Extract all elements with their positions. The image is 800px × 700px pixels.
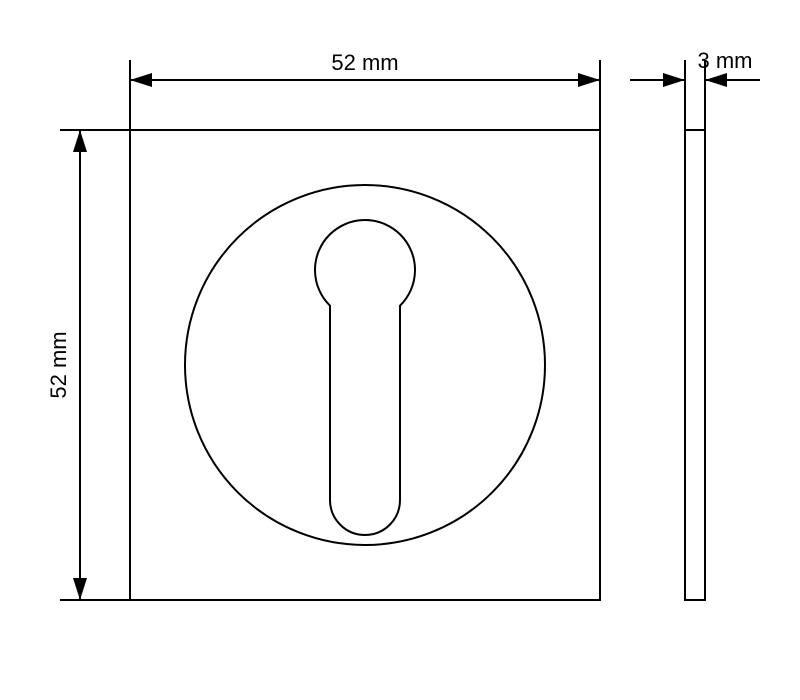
arrowhead <box>705 73 727 87</box>
front-plate-square <box>130 130 600 600</box>
front-plate-circle <box>185 185 545 545</box>
arrowhead <box>73 130 87 152</box>
dim-label-width: 52 mm <box>331 50 398 75</box>
side-profile <box>685 130 705 600</box>
arrowhead <box>130 73 152 87</box>
dim-label-thickness: 3 mm <box>698 48 753 73</box>
arrowhead <box>73 578 87 600</box>
side-view <box>685 130 705 600</box>
technical-drawing: 52 mm 52 mm 3 mm <box>0 0 800 700</box>
front-view <box>130 130 600 600</box>
arrowhead <box>663 73 685 87</box>
arrowhead <box>578 73 600 87</box>
keyhole-outline <box>315 220 415 535</box>
dim-label-height: 52 mm <box>46 331 71 398</box>
